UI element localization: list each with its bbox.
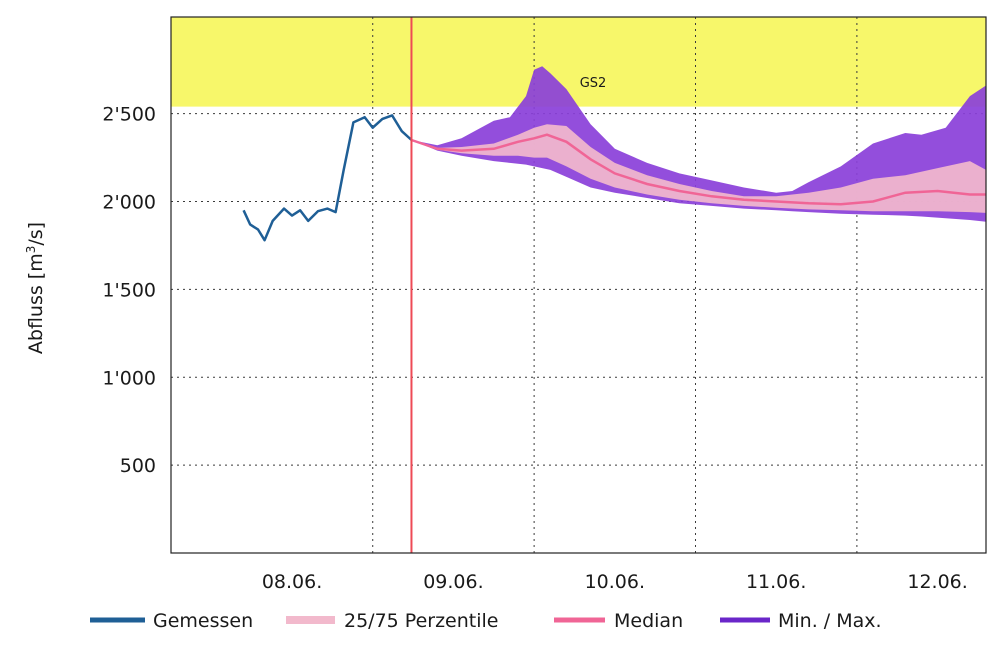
x-tick-label: 11.06. [746, 571, 806, 593]
danger-zone-label: GS2 [580, 76, 607, 91]
legend-label-median: Median [614, 610, 683, 632]
measured-line [242, 114, 413, 242]
y-tick-label: 1'500 [102, 279, 156, 301]
legend: Gemessen 25/75 Perzentile Median Min. / … [90, 610, 882, 632]
danger-zone-layer [171, 17, 986, 107]
plot-frame-layer [170, 16, 987, 554]
x-tick-label: 09.06. [423, 571, 483, 593]
y-tick-label: 1'000 [102, 367, 156, 389]
minmax-band [411, 66, 986, 222]
y-tick-label: 2'000 [102, 192, 156, 214]
median-layer [411, 133, 986, 206]
percentile-band-layer [411, 124, 986, 213]
x-tick-labels: 08.06. 09.06. 10.06. 11.06. 12.06. [262, 571, 968, 593]
y-tick-label: 2'500 [102, 104, 156, 126]
y-axis-title-sup: 3 [24, 246, 38, 254]
danger-zone-band [171, 17, 986, 107]
minmax-band-layer [411, 66, 986, 222]
y-tick-label: 500 [120, 455, 156, 477]
percentile-band [411, 124, 986, 213]
plot-frame [170, 16, 987, 554]
x-tick-label: 12.06. [907, 571, 967, 593]
legend-label-gemessen: Gemessen [153, 610, 253, 632]
legend-item-median: Median [554, 610, 683, 632]
y-axis-title-end: /s] [25, 222, 47, 246]
legend-item-perzentile: 25/75 Perzentile [286, 610, 498, 632]
legend-item-minmax: Min. / Max. [720, 610, 882, 632]
legend-item-gemessen: Gemessen [90, 610, 253, 632]
x-tick-label: 08.06. [262, 571, 322, 593]
x-tick-label: 10.06. [585, 571, 645, 593]
y-axis-title-main: Abfluss [m [25, 253, 47, 354]
y-tick-labels: 500 1'000 1'500 2'000 2'500 [102, 104, 156, 477]
measured-layer [242, 114, 413, 242]
median-line [411, 133, 986, 206]
legend-label-minmax: Min. / Max. [778, 610, 882, 632]
legend-label-perzentile: 25/75 Perzentile [344, 610, 498, 632]
y-axis-title: Abfluss [m3/s] [24, 222, 47, 354]
